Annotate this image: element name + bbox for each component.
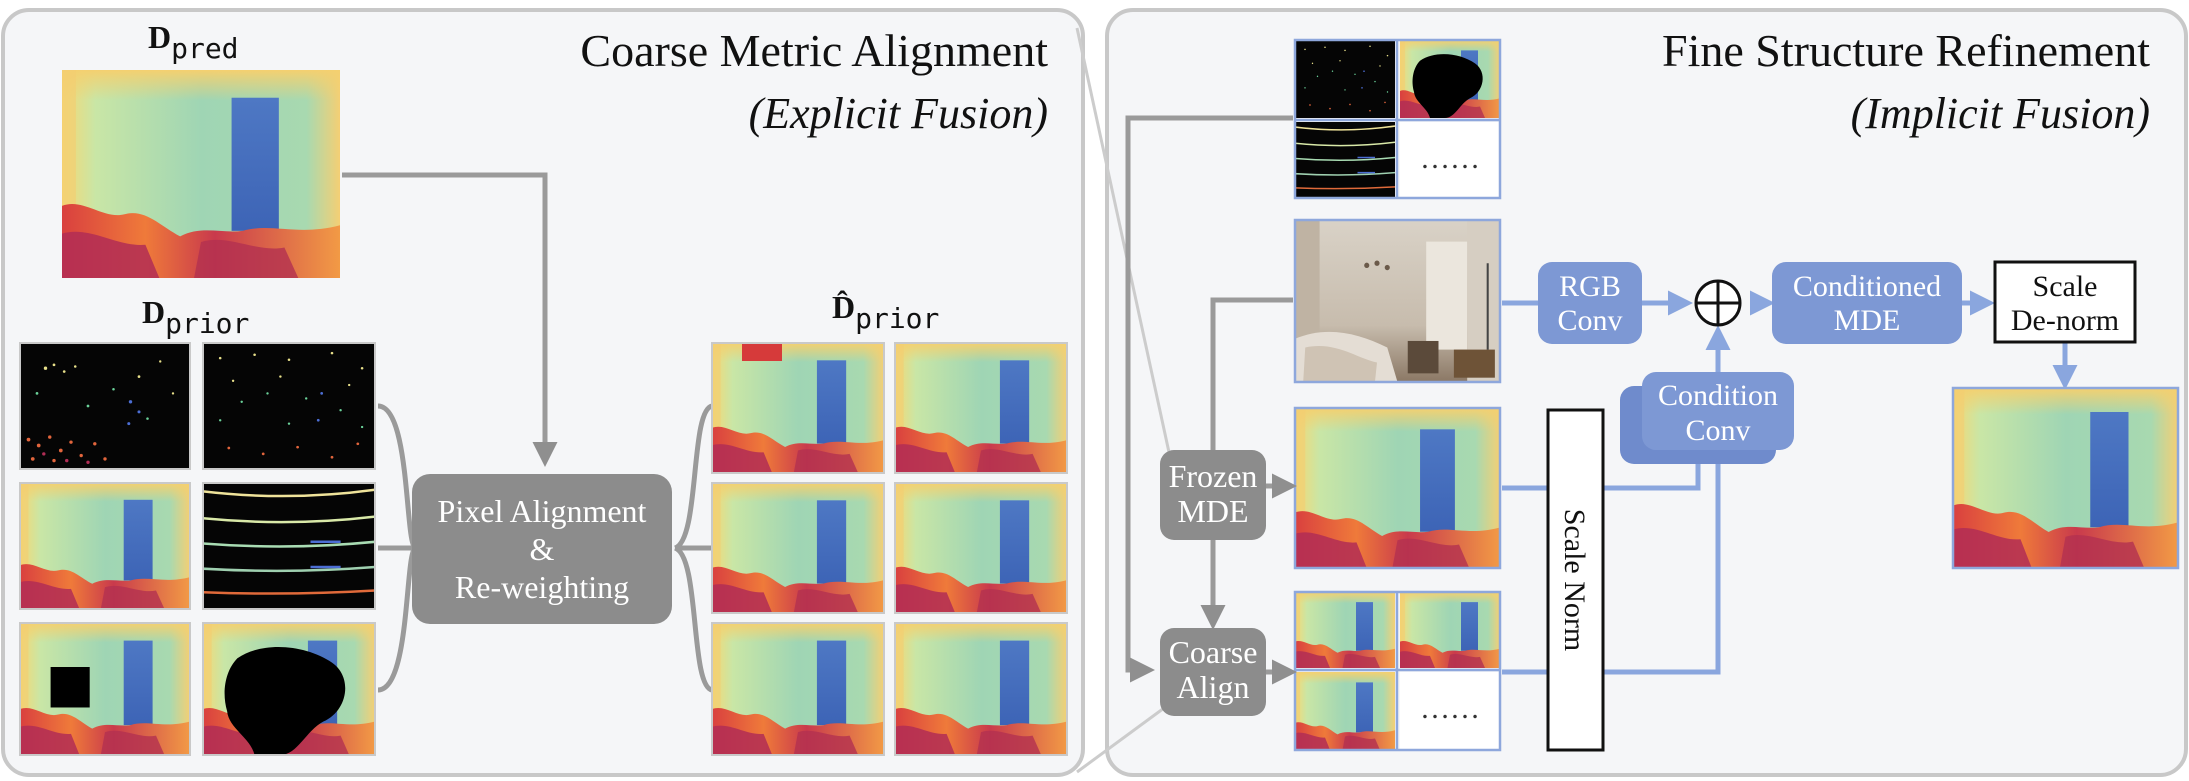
right-panel-subtitle: (Implicit Fusion) [1851,89,2150,138]
condition-conv-line1: Condition [1658,379,1778,412]
frozen-mde-line2: MDE [1177,493,1248,529]
right-gray-arrows [1125,115,1297,685]
scale-denorm-line2: De-norm [2011,304,2119,337]
coarse-align-line1: Coarse [1169,634,1258,670]
top-prior-ellipsis: …… [1420,142,1480,175]
coarse-align-block [1160,628,1266,716]
condition-conv-line2: Conv [1685,414,1750,447]
prior-masked-blob [203,623,375,755]
prior-sparse-points-2 [203,343,375,469]
d-pred-depth-map [62,70,340,278]
addition-symbol [1694,279,1742,327]
scale-denorm-block [1993,260,2137,344]
d-pred-label: Dpred [148,19,239,65]
frozen-mde-depth [1295,408,1500,568]
left-connectors [342,172,714,693]
rgb-conv-line1: RGB [1559,270,1621,303]
final-refined-depth [1953,388,2178,568]
d-prior-hat-label: D̂prior [832,289,939,335]
pixel-alignment-line2: & [530,531,555,567]
pixel-alignment-block [412,474,672,624]
left-panel-title: Coarse Metric Alignment [580,25,1048,76]
aligned-prior-6 [895,623,1067,755]
scale-norm-label: Scale Norm [1558,509,1591,651]
aligned-prior-1 [712,343,884,473]
d-prior-label: Dprior [142,294,249,340]
aligned-prior-4 [895,483,1067,613]
frozen-mde-block [1160,450,1266,540]
conditioned-mde-line2: MDE [1834,304,1901,337]
aligned-prior-2 [895,343,1067,473]
conditioned-mde-line1: Conditioned [1793,270,1941,303]
pixel-alignment-line1: Pixel Alignment [438,493,647,529]
pixel-alignment-line3: Re-weighting [455,569,629,605]
prior-masked-square [20,623,190,755]
scale-norm-block [1546,408,1605,752]
zoom-line-bottom [1076,698,1176,774]
bottom-ellipsis: …… [1420,692,1480,725]
left-panel-subtitle: (Explicit Fusion) [749,89,1048,138]
prior-low-res-depth [20,483,190,609]
prior-inputs-top: …… [1293,38,1502,200]
rgb-conv-block [1538,262,1642,344]
rgb-input-image [1295,220,1500,382]
top-prior-sparse [1295,40,1395,118]
aligned-prior-5 [712,623,884,755]
bottom-aligned-2 [1400,592,1500,668]
bottom-aligned-1 [1295,592,1395,668]
rgb-conv-line2: Conv [1557,304,1622,337]
frozen-mde-line1: Frozen [1169,458,1258,494]
aligned-priors-bottom: …… [1293,590,1502,752]
d-prior-grid [19,342,376,756]
bottom-aligned-3 [1295,672,1395,750]
coarse-align-line2: Align [1177,669,1250,705]
scale-denorm-line1: Scale [2033,270,2098,303]
top-prior-lidar [1295,122,1395,198]
aligned-prior-3 [712,483,884,613]
prior-sparse-points-1 [20,343,190,469]
condition-conv-block: Condition Conv [1620,372,1794,464]
conditioned-mde-block [1772,262,1962,344]
prior-lidar-lines [203,483,375,609]
right-panel-title: Fine Structure Refinement [1662,25,2150,76]
top-prior-masked [1400,40,1500,118]
d-prior-hat-grid [711,342,1068,756]
